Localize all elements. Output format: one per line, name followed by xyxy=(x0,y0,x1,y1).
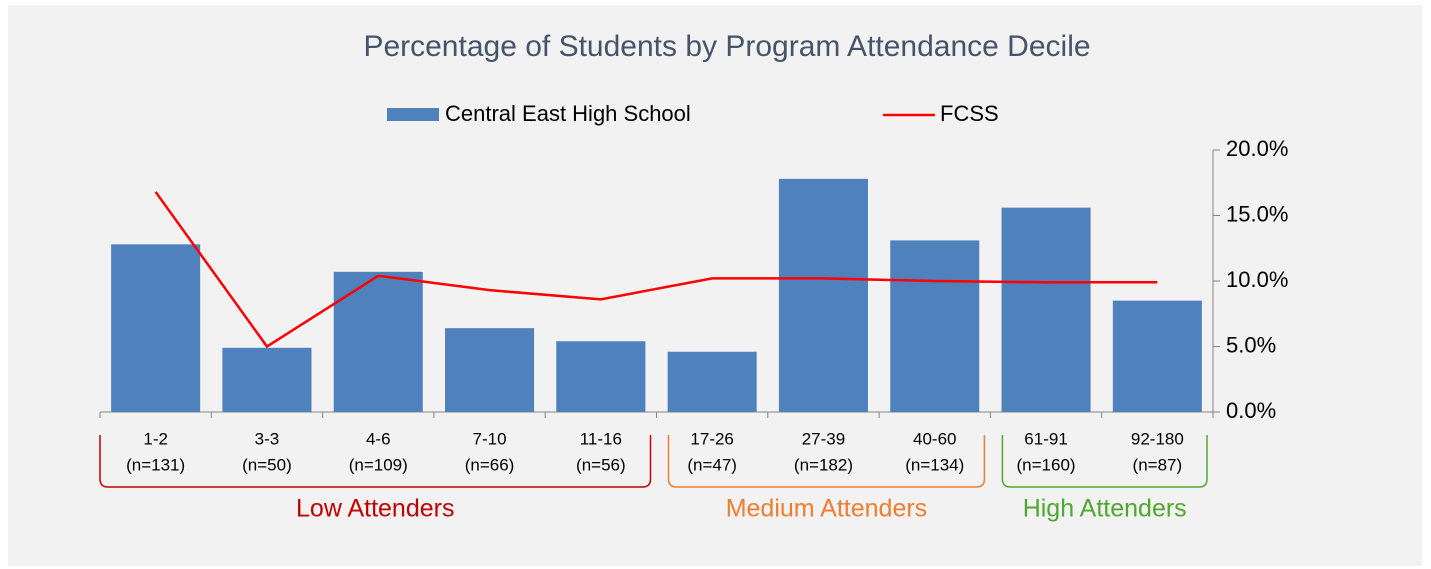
bar xyxy=(556,341,646,412)
bar xyxy=(1001,207,1091,412)
line xyxy=(154,191,1158,349)
group-label: Medium Attenders xyxy=(726,495,928,523)
x-tick-count: (n=47) xyxy=(687,455,737,474)
y-tick-label: 0.0% xyxy=(1226,398,1276,423)
bar xyxy=(778,178,868,412)
y-tick-label: 5.0% xyxy=(1226,332,1276,357)
x-tick-label: 11-16 xyxy=(580,429,622,448)
bar xyxy=(890,240,980,412)
x-tick-count: (n=50) xyxy=(242,455,292,474)
bar xyxy=(333,271,423,412)
chart-background xyxy=(8,5,1422,566)
bar xyxy=(667,351,757,412)
x-tick-label: 61-91 xyxy=(1024,429,1067,448)
x-tick-label: 4-6 xyxy=(366,429,391,448)
bar xyxy=(1112,300,1202,412)
x-tick-label: 17-26 xyxy=(690,429,733,448)
x-tick-label: 27-39 xyxy=(802,429,845,448)
x-tick-label: 40-60 xyxy=(913,429,956,448)
x-tick-count: (n=131) xyxy=(126,455,185,474)
group-bracket xyxy=(667,435,986,488)
bar xyxy=(445,328,535,412)
x-tick-count: (n=87) xyxy=(1133,455,1183,474)
x-tick-count: (n=134) xyxy=(905,455,964,474)
legend-label: Central East High School xyxy=(445,101,691,126)
x-tick-count: (n=160) xyxy=(1017,455,1076,474)
bar xyxy=(222,347,312,412)
group-label: High Attenders xyxy=(1023,495,1187,523)
y-tick-label: 15.0% xyxy=(1226,201,1288,226)
bar xyxy=(111,244,201,412)
x-tick-label: 1-2 xyxy=(143,429,168,448)
y-tick-label: 10.0% xyxy=(1226,267,1288,292)
x-tick-label: 7-10 xyxy=(473,429,507,448)
legend-label: FCSS xyxy=(940,101,999,126)
group-bracket xyxy=(99,435,652,488)
x-tick-count: (n=109) xyxy=(349,455,408,474)
x-tick-count: (n=56) xyxy=(576,455,626,474)
x-tick-label: 3-3 xyxy=(255,429,280,448)
group-bracket xyxy=(1001,435,1208,488)
y-tick-label: 20.0% xyxy=(1226,136,1288,161)
legend-swatch xyxy=(387,108,439,121)
x-tick-count: (n=66) xyxy=(465,455,515,474)
chart-title: Percentage of Students by Program Attend… xyxy=(363,30,1090,63)
x-tick-label: 92-180 xyxy=(1131,429,1184,448)
group-label: Low Attenders xyxy=(296,495,454,523)
x-tick-count: (n=182) xyxy=(794,455,853,474)
